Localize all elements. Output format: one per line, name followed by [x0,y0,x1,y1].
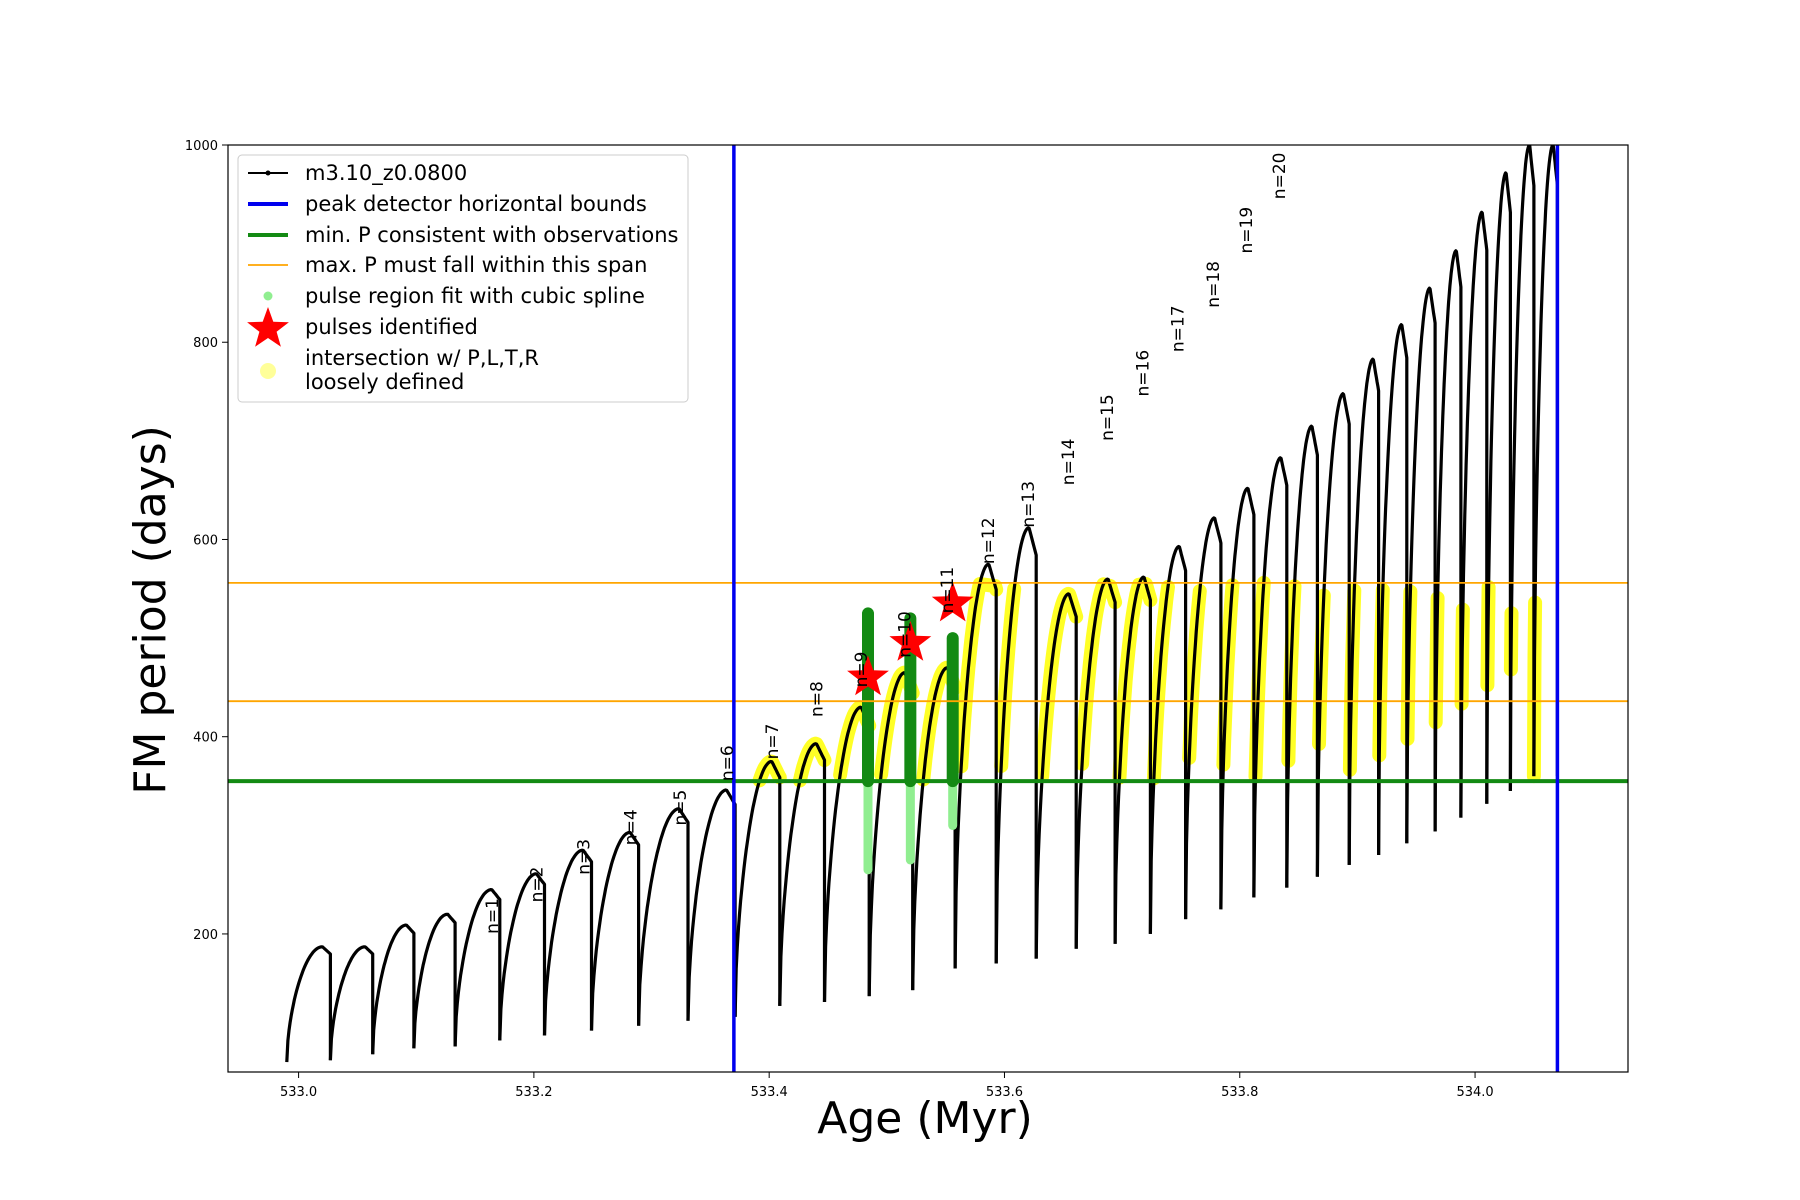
pulse-number-label: n=10 [896,611,916,658]
x-tick-label: 533.8 [1221,1085,1258,1100]
legend-label: max. P must fall within this span [305,253,647,277]
pulse-number-label: n=14 [1059,439,1079,486]
pulse-number-label: n=8 [808,681,828,717]
period-curve-pulse [542,848,594,1036]
pulse-number-label: n=13 [1019,481,1039,528]
legend-label: min. P consistent with observations [305,223,678,247]
pulse-number-label: n=17 [1169,305,1189,352]
period-curve-pulse [453,888,502,1047]
pulse-number-label: n=2 [528,867,548,903]
period-curve-pulse [1532,145,1559,777]
period-curve-pulse [1508,145,1536,791]
x-tick-label: 534.0 [1456,1085,1493,1100]
pulse-number-label: n=18 [1204,261,1224,308]
period-curve-pulse [1485,171,1512,804]
pulse-number-label: n=6 [718,745,738,781]
pulse-number-label: n=5 [671,790,691,826]
period-curve-pulse [637,807,690,1026]
pulse-identified-star [847,655,889,696]
axes-frame [227,144,1629,1073]
x-tick-label: 533.2 [515,1085,552,1100]
legend-label: peak detector horizontal bounds [305,192,647,216]
plot-content [228,145,1628,1072]
period-curve-pulse [1459,210,1489,818]
period-curve-pulse [953,562,998,969]
y-tick-label: 1000 [185,139,218,154]
x-tick-label: 533.4 [751,1085,788,1100]
pulse-number-label: n=1 [483,898,503,934]
legend-label: m3.10_z0.0800 [305,161,467,186]
period-curve-pulse [1377,323,1409,856]
legend-label: loosely defined [305,370,464,394]
period-curve-pulse [1113,575,1152,944]
period-curve-pulse [328,945,375,1061]
legend-box [237,154,689,403]
intersection-region [1075,577,1123,771]
period-curve-pulse [285,945,332,1063]
period-curve-pulse [498,872,547,1041]
period-curve-pulse [1347,357,1381,865]
period-curve-pulse [1219,486,1256,910]
period-curve-pulse [994,526,1038,964]
period-curve-pulse [1252,456,1289,898]
period-curve-pulse [1184,516,1223,920]
pulse-number-label: n=9 [852,652,872,688]
pulse-number-label: n=15 [1098,394,1118,441]
legend-label: intersection w/ P,L,T,R [305,346,539,370]
pulse-number-label: n=4 [622,809,642,845]
x-tick-label: 533.0 [280,1085,317,1100]
legend-dot [260,363,276,379]
period-curve-pulse [412,912,457,1049]
period-curve-pulse [778,742,827,1006]
plot-area: n=1 n=2 n=3 n=4 n=5 n=6 n=7 n=8 n=9 n=10 n=11 n=12 n… [228,145,1628,1072]
axes: 533.0 533.2 533.4 533.6 533.8 534.0 200 400 600 8… [185,139,1629,1100]
x-axis-label: Age (Myr) [817,1093,1033,1144]
y-tick-label: 200 [193,928,218,943]
period-curve-pulse [1285,424,1319,888]
pulse-number-label: n=19 [1237,207,1257,254]
legend-handle [260,363,276,379]
period-curve-pulse [1148,544,1188,934]
pulse-number-label: n=7 [763,724,783,760]
legend-handle [248,170,288,176]
y-tick-label: 800 [193,336,218,351]
legend-dot [263,291,273,301]
period-curve-pulse [371,923,416,1055]
legend-dot [265,170,271,176]
pulse-number-label: n=20 [1270,153,1290,200]
y-tick-label: 600 [193,533,218,548]
pulse-number-label: n=16 [1133,350,1153,397]
x-tick-label: 533.6 [986,1085,1023,1100]
legend-label: pulse region fit with cubic spline [305,284,645,308]
pulse-number-label: n=12 [979,517,999,564]
period-curve-pulse [686,788,737,1021]
pulse-identified-star [889,621,932,661]
pulse-number-label: n=3 [575,839,595,875]
period-curve-pulse [733,759,782,1017]
period-curve-pulse [1433,249,1463,832]
period-curve-pulse [1405,286,1437,844]
pulse-number-label: n=11 [938,567,958,614]
legend-star [247,307,289,347]
legend-handle [263,291,273,301]
pulse-identified-star [931,581,974,622]
period-curve-pulse [589,830,641,1031]
period-curve-pulse [1034,592,1078,959]
legend-handle [247,307,289,347]
period-curve-pulse [1315,392,1351,877]
y-axis-label: FM period (days) [125,425,176,795]
y-tick-label: 400 [193,731,218,746]
legend-label: pulses identified [305,315,478,339]
